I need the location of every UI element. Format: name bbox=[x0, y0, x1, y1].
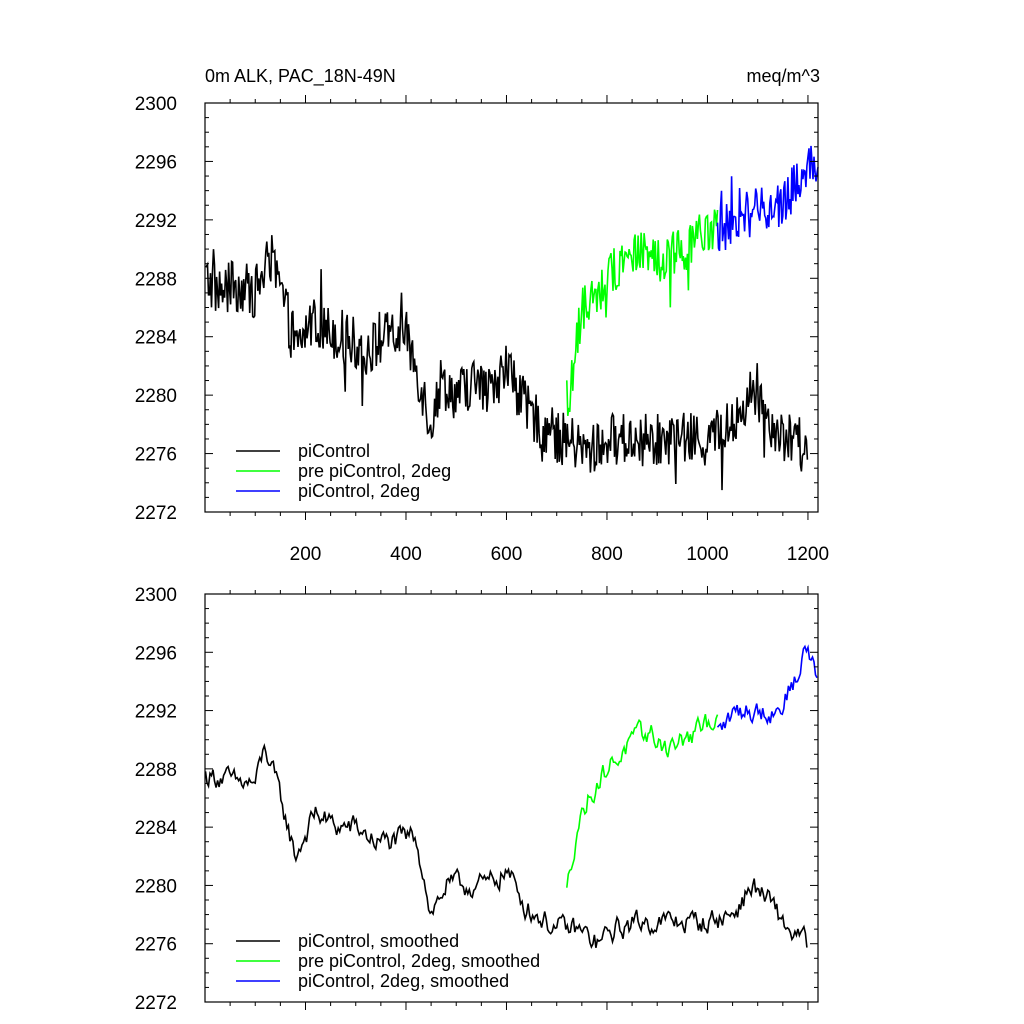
y-tick-label: 2288 bbox=[135, 269, 177, 290]
y-tick-label: 2284 bbox=[135, 328, 178, 349]
y-tick-label: 2276 bbox=[135, 935, 177, 956]
y-tick-label: 2296 bbox=[135, 643, 177, 664]
series-line-pre-picontrol-2deg-smoothed bbox=[566, 714, 719, 888]
y-tick-label: 2288 bbox=[135, 760, 177, 781]
y-tick-label: 2272 bbox=[135, 993, 177, 1014]
y-tick-label: 2284 bbox=[135, 818, 178, 839]
legend-label: piControl, smoothed bbox=[298, 931, 459, 951]
plot-frame bbox=[204, 593, 819, 1003]
y-tick-label: 2280 bbox=[135, 386, 177, 407]
series-line-picontrol bbox=[205, 235, 809, 491]
y-tick-label: 2280 bbox=[135, 876, 177, 897]
y-tick-label: 2300 bbox=[135, 94, 177, 115]
legend-label: piControl bbox=[298, 441, 370, 461]
y-tick-label: 2276 bbox=[135, 445, 177, 466]
legend-label: piControl, 2deg bbox=[298, 481, 420, 501]
units-label: meq/m^3 bbox=[747, 66, 820, 86]
y-tick-label: 2300 bbox=[135, 585, 177, 606]
x-tick-label: 800 bbox=[591, 544, 623, 565]
x-tick-label: 1000 bbox=[686, 544, 728, 565]
series-line-picontrol-smoothed bbox=[204, 743, 808, 950]
y-tick-label: 2292 bbox=[135, 211, 177, 232]
x-tick-label: 200 bbox=[290, 544, 322, 565]
y-tick-label: 2292 bbox=[135, 702, 177, 723]
y-tick-label: 2296 bbox=[135, 152, 177, 173]
legend-label: pre piControl, 2deg, smoothed bbox=[298, 951, 540, 971]
x-tick-label: 400 bbox=[390, 544, 422, 565]
bottom-panel-smoothed: 2272 2276 2280 2284 2288 2292 2296 2300 piContro… bbox=[135, 585, 819, 1014]
series-line-picontrol-2deg-smoothed bbox=[716, 644, 818, 730]
series-line-picontrol-2deg bbox=[716, 145, 819, 252]
x-tick-label: 1200 bbox=[787, 544, 829, 565]
y-tick-label: 2272 bbox=[135, 503, 177, 524]
plot-frame bbox=[204, 102, 819, 513]
chart-title: 0m ALK, PAC_18N-49N bbox=[205, 66, 396, 87]
top-panel-raw: 0m ALK, PAC_18N-49N meq/m^3 2272 2276 2280… bbox=[135, 66, 829, 565]
legend-label: pre piControl, 2deg bbox=[298, 461, 451, 481]
series-line-pre-picontrol-2deg bbox=[566, 209, 719, 416]
x-tick-label: 600 bbox=[491, 544, 523, 565]
legend-label: piControl, 2deg, smoothed bbox=[298, 971, 509, 991]
